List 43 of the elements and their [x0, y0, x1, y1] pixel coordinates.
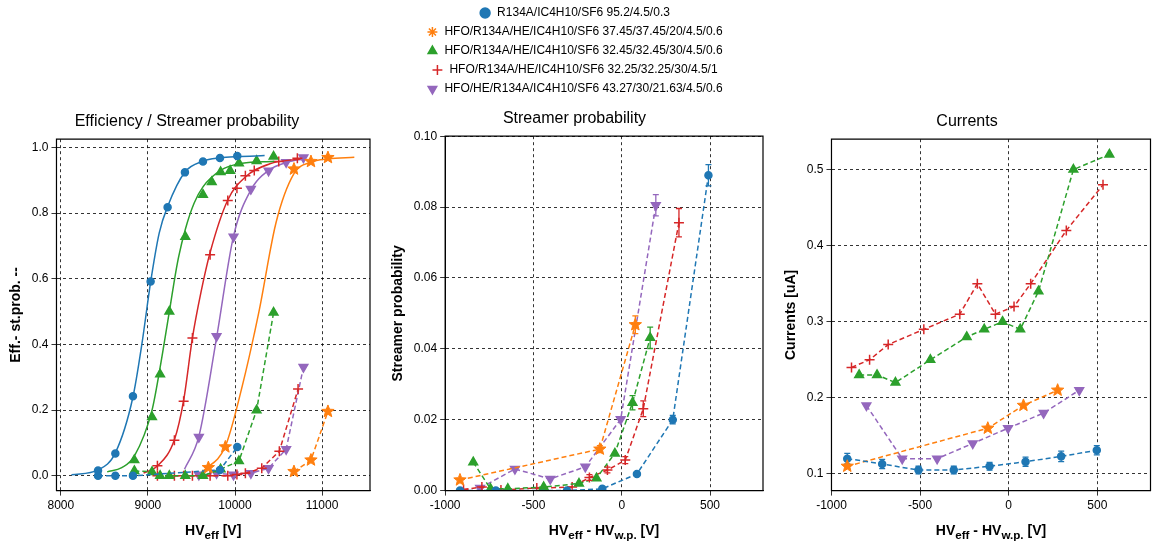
legend-label: HFO/R134A/HE/IC4H10/SF6 32.25/32.25/30/4.5/1 [449, 62, 718, 77]
x-tick-label: 500 [700, 498, 721, 513]
y-tick-label: 0.00 [413, 482, 438, 497]
x-tick-label: 10000 [218, 498, 253, 513]
chart-title: Currents [936, 112, 998, 130]
y-tick-label: 1.0 [31, 139, 49, 154]
y-tick-label: 0.2 [31, 402, 49, 417]
x-tick-label: -500 [521, 498, 546, 513]
x-tick-label: 9000 [134, 498, 162, 513]
x-tick-label: -1000 [816, 498, 848, 513]
y-axis-title: Streamer probability [389, 245, 406, 382]
y-tick-label: 0.6 [31, 271, 49, 286]
y-tick-label: 0.02 [413, 412, 438, 427]
y-tick-label: 0.8 [31, 205, 49, 220]
x-tick-label: -500 [908, 498, 933, 513]
x-tick-label: -1000 [429, 498, 461, 513]
y-tick-label: 0.4 [31, 336, 49, 351]
y-tick-label: 0.3 [806, 314, 824, 329]
y-tick-label: 0.10 [413, 128, 438, 143]
x-axis-title: HV$_{eff}$ - HV$_{w.p.}$ [V] [547, 522, 661, 541]
y-axis-title: Currents [uA] [782, 269, 799, 361]
y-tick-label: 0.0 [31, 468, 49, 483]
x-tick-label: 0 [618, 498, 626, 513]
x-axis-title: HV$_{eff}$ - HV$_{w.p.}$ [V] [934, 522, 1048, 541]
legend-label: HFO/R134A/HE/IC4H10/SF6 32.45/32.45/30/4.5/0.6 [444, 43, 723, 58]
y-tick-label: 0.06 [413, 270, 438, 285]
legend-label: HFO/R134A/HE/IC4H10/SF6 37.45/37.45/20/4.5/0.6 [444, 24, 723, 39]
y-tick-label: 0.4 [806, 238, 824, 252]
chart-title: Efficiency / Streamer probability [74, 112, 300, 130]
x-axis-title: HV$_{eff}$ [V] [184, 522, 243, 541]
y-tick-label: 0.5 [806, 161, 824, 176]
y-axis-title: Eff.- st.prob. -- [7, 266, 24, 363]
y-tick-label: 0.04 [413, 341, 438, 356]
legend-label: R134A/IC4H10/SF6 95.2/4.5/0.3 [497, 5, 671, 20]
x-tick-label: 11000 [305, 498, 339, 513]
legend-label: HFO/HE/R134A/IC4H10/SF6 43.27/30/21.63/4.5/0.6 [444, 81, 723, 96]
chart-title: Streamer probability [502, 109, 647, 127]
y-tick-label: 0.2 [806, 390, 824, 405]
x-tick-label: 8000 [47, 498, 75, 513]
x-tick-label: 500 [1087, 498, 1108, 513]
y-tick-label: 0.1 [806, 466, 824, 481]
x-tick-label: 0 [1005, 498, 1013, 513]
y-tick-label: 0.08 [413, 199, 438, 214]
